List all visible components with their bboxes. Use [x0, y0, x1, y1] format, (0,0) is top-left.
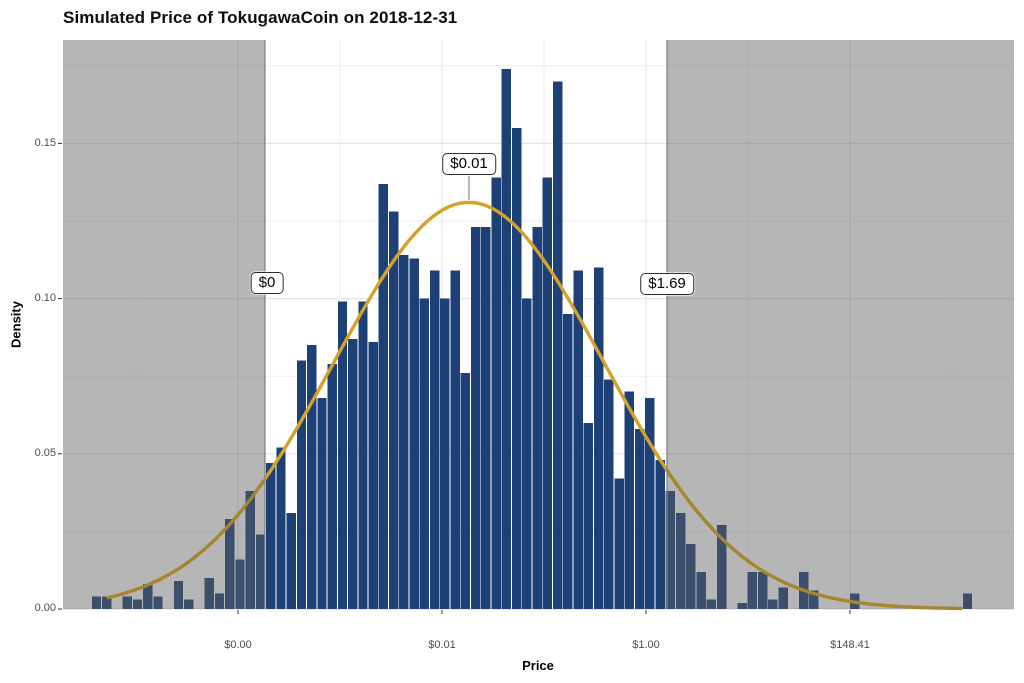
- y-axis-title: Density: [8, 301, 24, 348]
- chart-title: Simulated Price of TokugawaCoin on 2018-…: [63, 8, 458, 27]
- x-tick-0.00: $0.00: [224, 639, 252, 651]
- x-tick-1.00: $1.00: [632, 639, 660, 651]
- upper-bound-label: $1.69: [640, 273, 694, 295]
- mean-label: $0.01: [442, 153, 496, 175]
- lower-bound-label: $0: [250, 272, 284, 294]
- y-tick-0.05: 0.05: [34, 447, 56, 459]
- x-axis-title: Price: [522, 658, 554, 673]
- y-tick-0.15: 0.15: [34, 137, 56, 149]
- y-tick-0.10: 0.10: [34, 292, 56, 304]
- x-tick-0.01: $0.01: [428, 639, 456, 651]
- x-tick-148.41: $148.41: [830, 639, 870, 651]
- y-tick-0.00: 0.00: [34, 602, 56, 614]
